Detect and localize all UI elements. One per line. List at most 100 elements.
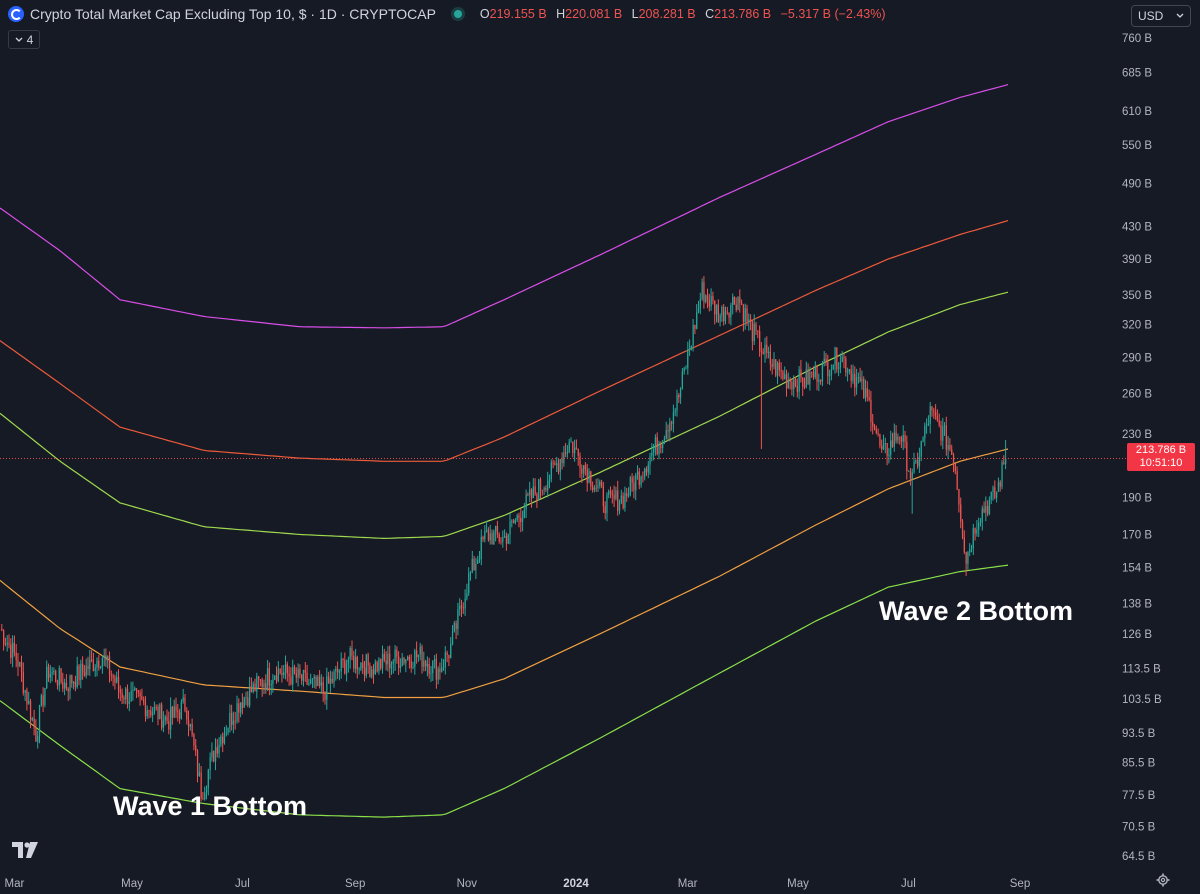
candle-body (633, 482, 635, 491)
candle-body (137, 690, 139, 693)
candle-body (909, 471, 912, 479)
candle-body (211, 751, 213, 758)
candle-body (836, 347, 838, 370)
candle-body (69, 675, 71, 692)
candle-body (838, 367, 840, 369)
candle-body (243, 697, 245, 708)
gear-icon[interactable] (1156, 873, 1170, 887)
candle-body (604, 506, 606, 514)
candle-body (85, 665, 87, 676)
candle-body (417, 654, 420, 657)
candle-body (832, 365, 834, 370)
candle-body (40, 695, 42, 706)
candle-body (446, 652, 448, 655)
candle-body (681, 371, 683, 388)
candle-body (791, 382, 793, 390)
symbol-title[interactable]: Crypto Total Market Cap Excluding Top 10… (30, 6, 436, 22)
candle-body (595, 487, 597, 489)
candle-body (164, 716, 166, 721)
candle-body (180, 701, 182, 719)
candle-body (457, 609, 459, 630)
candle-body (978, 522, 980, 530)
candle-body (270, 684, 272, 686)
candle-body (123, 697, 125, 700)
candle-body (464, 598, 466, 609)
candle-body (222, 736, 224, 744)
candle-body (223, 733, 226, 744)
candle-body (872, 421, 874, 427)
x-tick-label: Sep (345, 878, 365, 890)
candle-body (575, 447, 578, 449)
candle-body (929, 406, 931, 425)
candle-body (500, 541, 502, 542)
candle-body (146, 710, 148, 717)
candle-body (65, 682, 68, 689)
candle-body (543, 487, 545, 490)
tradingview-logo-icon[interactable] (12, 842, 40, 858)
candle-body (802, 377, 804, 387)
candle-body (550, 462, 552, 479)
candle-body (690, 345, 692, 349)
candle-body (644, 468, 646, 477)
candle-body (985, 506, 987, 513)
candle-body (750, 319, 752, 322)
indicator-count: 4 (26, 32, 34, 47)
candle-body (344, 660, 346, 674)
candle-body (78, 665, 80, 681)
candle-body (945, 425, 947, 450)
candle-body (653, 449, 655, 453)
candle-body (108, 656, 111, 675)
candle-body (319, 676, 321, 686)
candle-body (997, 482, 1000, 492)
candle-body (963, 537, 965, 553)
candle-body (241, 702, 244, 708)
x-tick-label: Mar (678, 878, 698, 890)
candle-body (884, 443, 886, 444)
y-tick-label: 610 B (1122, 106, 1152, 118)
candle-body (380, 659, 382, 669)
candle-body (617, 490, 619, 511)
candle-body (645, 468, 648, 473)
candle-body (421, 646, 423, 667)
indicators-toggle-button[interactable]: 4 (8, 30, 40, 49)
candle-body (511, 520, 513, 522)
candle-body (798, 369, 800, 392)
candle-body (38, 705, 41, 736)
candle-body (759, 331, 761, 351)
candle-body (552, 462, 554, 464)
currency-select[interactable]: USD (1131, 5, 1191, 27)
candle-body (277, 668, 279, 682)
candle-body (793, 379, 795, 390)
candle-body (462, 607, 464, 609)
candle-body (800, 369, 802, 378)
close-label: C (705, 7, 715, 21)
candle-body (283, 671, 285, 675)
candle-body (760, 350, 763, 353)
candle-body (376, 662, 378, 672)
candle-body (213, 751, 215, 762)
candle-body (705, 295, 707, 303)
candle-body (178, 712, 181, 719)
candle-body (372, 669, 375, 674)
candle-body (432, 660, 434, 674)
candle-body (324, 692, 326, 700)
candle-body (229, 712, 231, 728)
candle-body (794, 379, 797, 386)
y-tick-label: 70.5 B (1122, 821, 1156, 833)
candle-body (290, 676, 292, 685)
change-value: −5.317 B (−2.43%) (780, 7, 886, 21)
candle-body (236, 703, 238, 722)
candle-body (660, 445, 662, 449)
y-tick-label: 154 B (1122, 562, 1152, 574)
candle-body (60, 668, 62, 682)
candle-body (672, 412, 675, 424)
candle-body (757, 330, 759, 332)
candle-body (825, 358, 827, 363)
candle-body (970, 548, 973, 550)
candle-body (854, 373, 856, 388)
wave2-annotation: Wave 2 Bottom (879, 596, 1073, 626)
candle-body (692, 325, 694, 346)
candle-body (182, 697, 184, 702)
candle-body (161, 704, 163, 728)
